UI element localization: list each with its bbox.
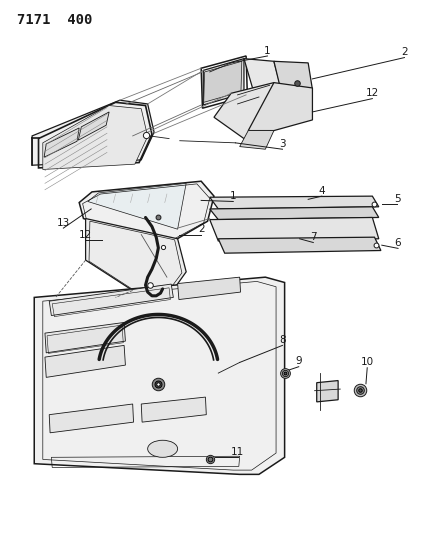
Text: 1: 1 bbox=[230, 191, 237, 201]
Polygon shape bbox=[203, 59, 244, 105]
Text: 7171  400: 7171 400 bbox=[17, 13, 92, 27]
Polygon shape bbox=[204, 61, 242, 102]
Polygon shape bbox=[274, 61, 312, 90]
Polygon shape bbox=[248, 83, 312, 131]
Polygon shape bbox=[45, 345, 125, 377]
Text: 4: 4 bbox=[318, 186, 325, 196]
Text: 2: 2 bbox=[198, 224, 205, 234]
Polygon shape bbox=[178, 277, 241, 300]
Text: 5: 5 bbox=[394, 194, 401, 204]
Polygon shape bbox=[240, 131, 274, 149]
Polygon shape bbox=[210, 207, 379, 220]
Polygon shape bbox=[49, 404, 134, 433]
Polygon shape bbox=[78, 112, 109, 140]
Polygon shape bbox=[141, 397, 206, 422]
Polygon shape bbox=[244, 59, 280, 88]
Polygon shape bbox=[43, 106, 148, 169]
Polygon shape bbox=[317, 381, 338, 402]
Polygon shape bbox=[49, 284, 173, 316]
Text: 6: 6 bbox=[395, 238, 401, 248]
Text: 7: 7 bbox=[310, 232, 317, 242]
Polygon shape bbox=[88, 183, 186, 229]
Polygon shape bbox=[32, 100, 154, 165]
Text: 2: 2 bbox=[401, 47, 408, 57]
Text: 3: 3 bbox=[279, 139, 286, 149]
Text: 8: 8 bbox=[279, 335, 286, 345]
Polygon shape bbox=[79, 181, 214, 240]
Text: 9: 9 bbox=[295, 357, 302, 366]
Polygon shape bbox=[210, 196, 379, 209]
Polygon shape bbox=[45, 322, 125, 353]
Ellipse shape bbox=[148, 440, 178, 457]
Text: 10: 10 bbox=[361, 358, 374, 367]
Polygon shape bbox=[86, 219, 186, 296]
Polygon shape bbox=[218, 237, 381, 253]
Polygon shape bbox=[44, 128, 79, 157]
Polygon shape bbox=[210, 217, 379, 241]
Polygon shape bbox=[214, 83, 274, 139]
Polygon shape bbox=[34, 277, 285, 474]
Text: 13: 13 bbox=[57, 218, 70, 228]
Text: 1: 1 bbox=[264, 46, 271, 55]
Text: 12: 12 bbox=[366, 88, 379, 98]
Text: 12: 12 bbox=[79, 230, 92, 239]
Text: 11: 11 bbox=[231, 447, 244, 457]
